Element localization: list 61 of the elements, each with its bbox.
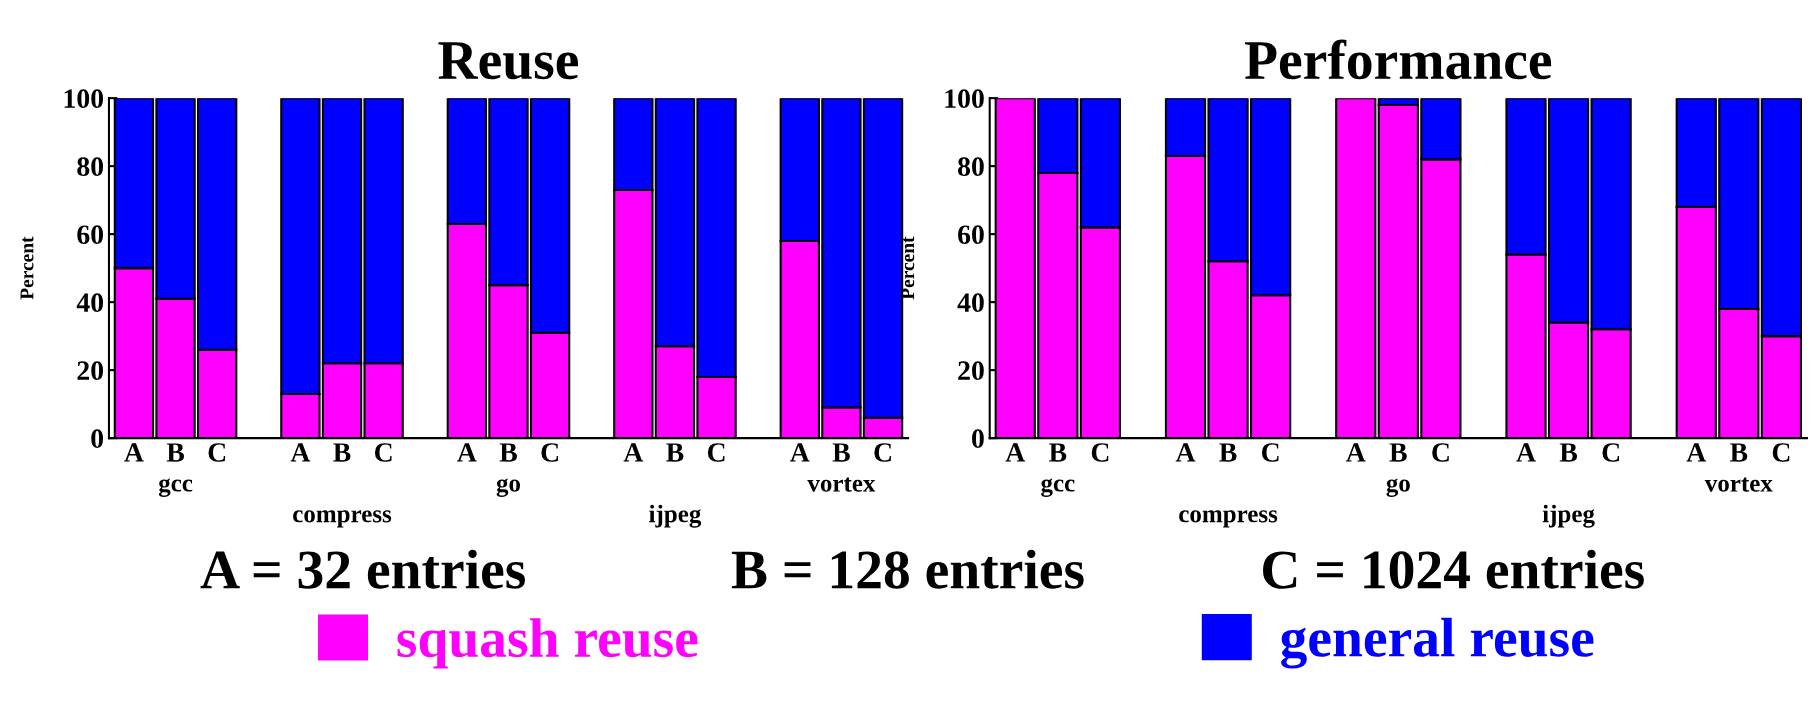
text: B = 128 entries bbox=[731, 549, 1084, 589]
x-tick-label: A bbox=[290, 443, 311, 462]
x-tick-label: C bbox=[208, 443, 226, 462]
x-tick-label: B bbox=[1730, 443, 1748, 462]
x-tick-label: A bbox=[124, 443, 144, 462]
x-tick-label: C bbox=[874, 443, 891, 462]
text: vortex bbox=[1704, 477, 1773, 492]
x-tick-label: C bbox=[1261, 443, 1279, 462]
x-tick-label: A bbox=[1346, 443, 1366, 462]
x-tick-label: A bbox=[790, 443, 810, 462]
y-tick-label: 40 bbox=[76, 293, 104, 313]
y-tick-label: 100 bbox=[945, 89, 984, 109]
x-tick-label: C bbox=[707, 443, 725, 462]
x-tick-label: B bbox=[1049, 443, 1067, 462]
x-tick-label: C bbox=[1772, 443, 1790, 462]
y-tick-label: 80 bbox=[77, 157, 104, 177]
y-axis-title: Percent bbox=[20, 236, 34, 300]
y-tick-label: 80 bbox=[958, 157, 984, 177]
y-tick-label: 40 bbox=[957, 293, 984, 313]
x-tick-label: B bbox=[1219, 443, 1237, 462]
y-axis-title: Percent bbox=[901, 236, 915, 300]
x-tick-label: B bbox=[666, 443, 684, 462]
y-tick-label: 60 bbox=[958, 225, 984, 245]
x-tick-label: B bbox=[499, 443, 517, 462]
x-tick-label: A bbox=[457, 443, 477, 462]
y-tick-label: 20 bbox=[958, 361, 984, 381]
x-tick-label: A bbox=[1516, 443, 1536, 462]
x-tick-label: C bbox=[1432, 443, 1449, 462]
text: gcc bbox=[1041, 478, 1075, 497]
text: ijpeg bbox=[1542, 504, 1595, 528]
y-tick-label: 20 bbox=[77, 361, 104, 381]
y-tick-label: 0 bbox=[972, 429, 984, 449]
text: compress bbox=[1179, 510, 1278, 528]
text: A = 32 entries bbox=[200, 549, 526, 589]
x-tick-label: B bbox=[1389, 443, 1407, 462]
x-tick-label: C bbox=[374, 443, 392, 462]
text: gcc bbox=[158, 478, 193, 497]
text: vortex bbox=[807, 477, 876, 492]
x-tick-label: C bbox=[1602, 443, 1620, 462]
text: C = 1024 entries bbox=[1263, 549, 1644, 589]
x-tick-label: B bbox=[333, 443, 351, 462]
text: ijpeg bbox=[649, 504, 702, 528]
text: go bbox=[496, 478, 521, 497]
x-tick-label: A bbox=[623, 443, 644, 462]
text: compress bbox=[293, 510, 392, 528]
x-tick-label: B bbox=[166, 443, 185, 462]
x-tick-label: C bbox=[541, 443, 559, 462]
x-tick-label: A bbox=[1686, 443, 1707, 462]
legend-label: squash reuse bbox=[397, 618, 698, 669]
x-tick-label: A bbox=[1005, 443, 1026, 462]
legend-label: general reuse bbox=[1281, 617, 1594, 669]
y-tick-label: 0 bbox=[91, 429, 104, 449]
chart-title: Reuse bbox=[438, 42, 579, 80]
chart-title: Performance bbox=[1245, 39, 1552, 80]
y-tick-label: 60 bbox=[77, 225, 104, 245]
text: go bbox=[1386, 478, 1410, 497]
y-tick-label: 100 bbox=[64, 89, 104, 109]
x-tick-label: B bbox=[832, 443, 850, 462]
x-tick-label: B bbox=[1559, 443, 1578, 462]
x-tick-label: A bbox=[1175, 443, 1196, 462]
x-tick-label: C bbox=[1091, 443, 1109, 462]
